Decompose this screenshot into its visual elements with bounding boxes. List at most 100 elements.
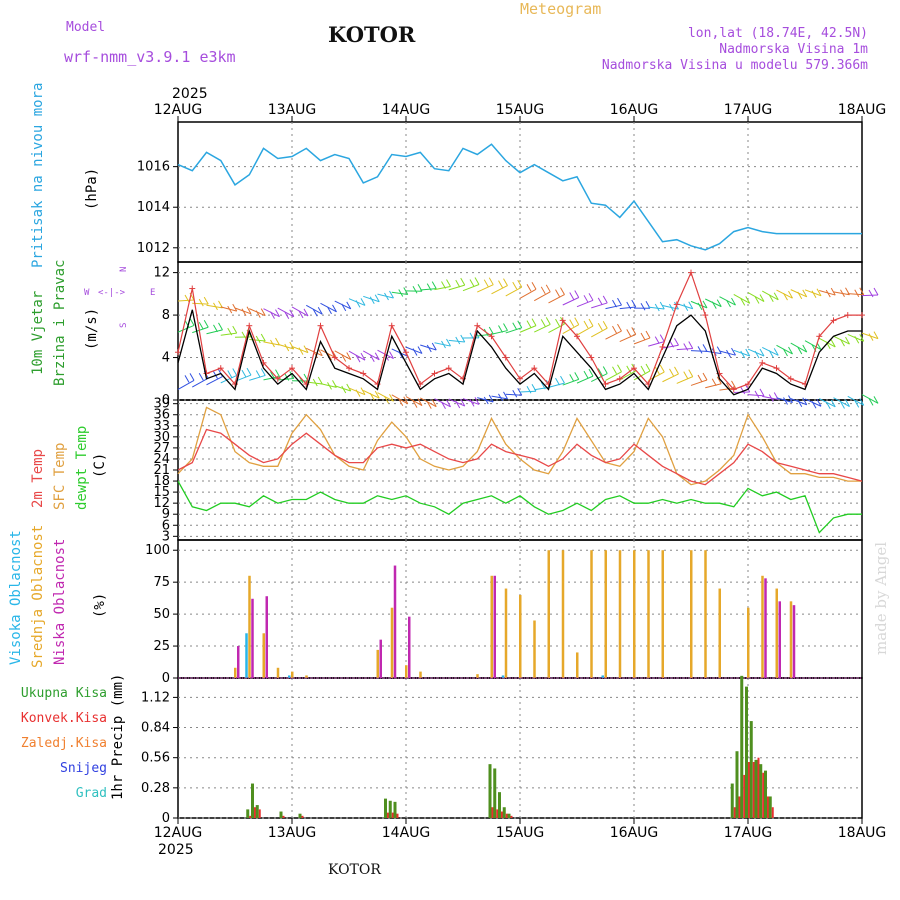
conv-precip-bar <box>748 762 750 818</box>
wind-barb <box>455 400 461 409</box>
wind-barb <box>249 374 266 381</box>
wind-barb <box>241 308 247 317</box>
date-label-top: 17AUG <box>724 102 773 118</box>
wind-barb <box>374 352 380 361</box>
wind-barb <box>220 374 237 384</box>
wind-barb <box>260 333 266 342</box>
wind-barb <box>213 324 218 333</box>
total-precip-bar <box>246 809 250 818</box>
wind-barb <box>605 330 622 340</box>
wind-barb <box>560 287 565 295</box>
ytick-label: 12 <box>153 496 170 511</box>
wind-barb <box>697 346 703 354</box>
wind-barb <box>391 291 408 295</box>
mid-cloud-bar <box>405 665 408 678</box>
total-precip-bar <box>393 801 397 818</box>
wind-barb <box>341 354 347 362</box>
wind-barb <box>477 397 494 403</box>
wind-barb <box>540 286 546 295</box>
wind-barb <box>198 322 204 330</box>
wind-barb <box>474 277 480 285</box>
wind-barb <box>417 398 423 406</box>
ytick-label: 0 <box>162 393 170 408</box>
wind-barb <box>633 337 651 345</box>
wind-barb <box>246 306 252 315</box>
date-label-bottom: 16AUG <box>610 825 659 841</box>
wind-barb <box>462 284 480 292</box>
ytick-label: 12 <box>153 266 170 281</box>
wind-barb <box>327 382 332 390</box>
wind-barb <box>783 348 788 357</box>
wind-barb <box>762 290 779 301</box>
wind-barb <box>298 347 304 355</box>
wind-barb <box>868 398 874 406</box>
lonlat-label: lon,lat (18.74E, 42.5N) <box>687 26 868 41</box>
wind-barb <box>517 388 523 396</box>
wind-barb <box>688 369 694 377</box>
wind-barb <box>816 398 822 407</box>
elevation-label: Nadmorska Visina 1m <box>719 42 868 57</box>
wind-barb <box>206 304 223 309</box>
ytick-label: 1016 <box>137 160 170 175</box>
wind-barb <box>198 298 204 307</box>
mid-cloud-bar <box>390 607 394 678</box>
wind-barb <box>206 376 223 386</box>
wind-barb <box>246 367 252 376</box>
conv-precip-bar <box>391 812 394 818</box>
wind-barb <box>534 291 551 302</box>
wind-barb <box>802 344 808 353</box>
wind-barb <box>531 282 537 290</box>
wind-barb <box>602 295 608 304</box>
wind-barb <box>591 327 608 338</box>
wind-barb <box>683 303 689 312</box>
wind-barb <box>740 350 746 359</box>
wind-barb <box>488 277 494 285</box>
legend-total-precip: Ukupna Kisa <box>20 686 107 701</box>
wind-barb <box>733 293 750 304</box>
wind-barb <box>555 318 560 327</box>
wind-barb <box>341 385 347 394</box>
wind-barb <box>574 290 580 298</box>
wind-barb <box>360 387 366 395</box>
wind-barb <box>845 336 850 345</box>
wind-barb <box>517 279 523 288</box>
mid-cloud-bar <box>504 588 508 678</box>
wind-barb <box>477 333 494 337</box>
conv-precip-bar <box>505 813 508 818</box>
wind-barb <box>731 297 736 306</box>
wind-barb <box>512 281 518 290</box>
wind-barb <box>332 304 337 313</box>
total-precip-bar <box>749 721 753 818</box>
total-precip-bar <box>507 813 511 818</box>
wind-barb <box>702 372 708 381</box>
wind-barb <box>284 343 290 352</box>
mid-cloud-bar <box>234 667 237 678</box>
wind-barb <box>840 401 845 409</box>
wind-barb <box>548 294 565 304</box>
wind-barb <box>648 341 665 347</box>
low-cloud-bar <box>379 639 382 678</box>
wind-barb <box>648 371 665 382</box>
wind-barb <box>483 279 489 287</box>
total-precip-bar <box>745 686 748 818</box>
wind-barb <box>633 370 651 381</box>
total-precip-bar <box>298 813 302 818</box>
wind-barb <box>417 346 423 354</box>
wind-barb <box>859 398 865 406</box>
wind-barb <box>811 290 817 299</box>
wind-barb <box>491 285 508 295</box>
wind-barb <box>612 325 617 334</box>
wind-barb <box>873 396 879 404</box>
wind-barb <box>719 350 736 356</box>
mid-cloud-bar <box>590 550 593 678</box>
wind-barb <box>317 376 323 385</box>
mid-cloud-bar <box>775 588 778 678</box>
wind-barb <box>206 329 223 335</box>
wind-barb <box>797 346 803 355</box>
wind-barb <box>602 366 608 374</box>
wind-barb <box>374 390 380 399</box>
wind-barb <box>759 348 765 357</box>
wind-barb <box>697 374 703 383</box>
wind-barb <box>716 376 722 385</box>
wind-barb <box>369 296 375 304</box>
